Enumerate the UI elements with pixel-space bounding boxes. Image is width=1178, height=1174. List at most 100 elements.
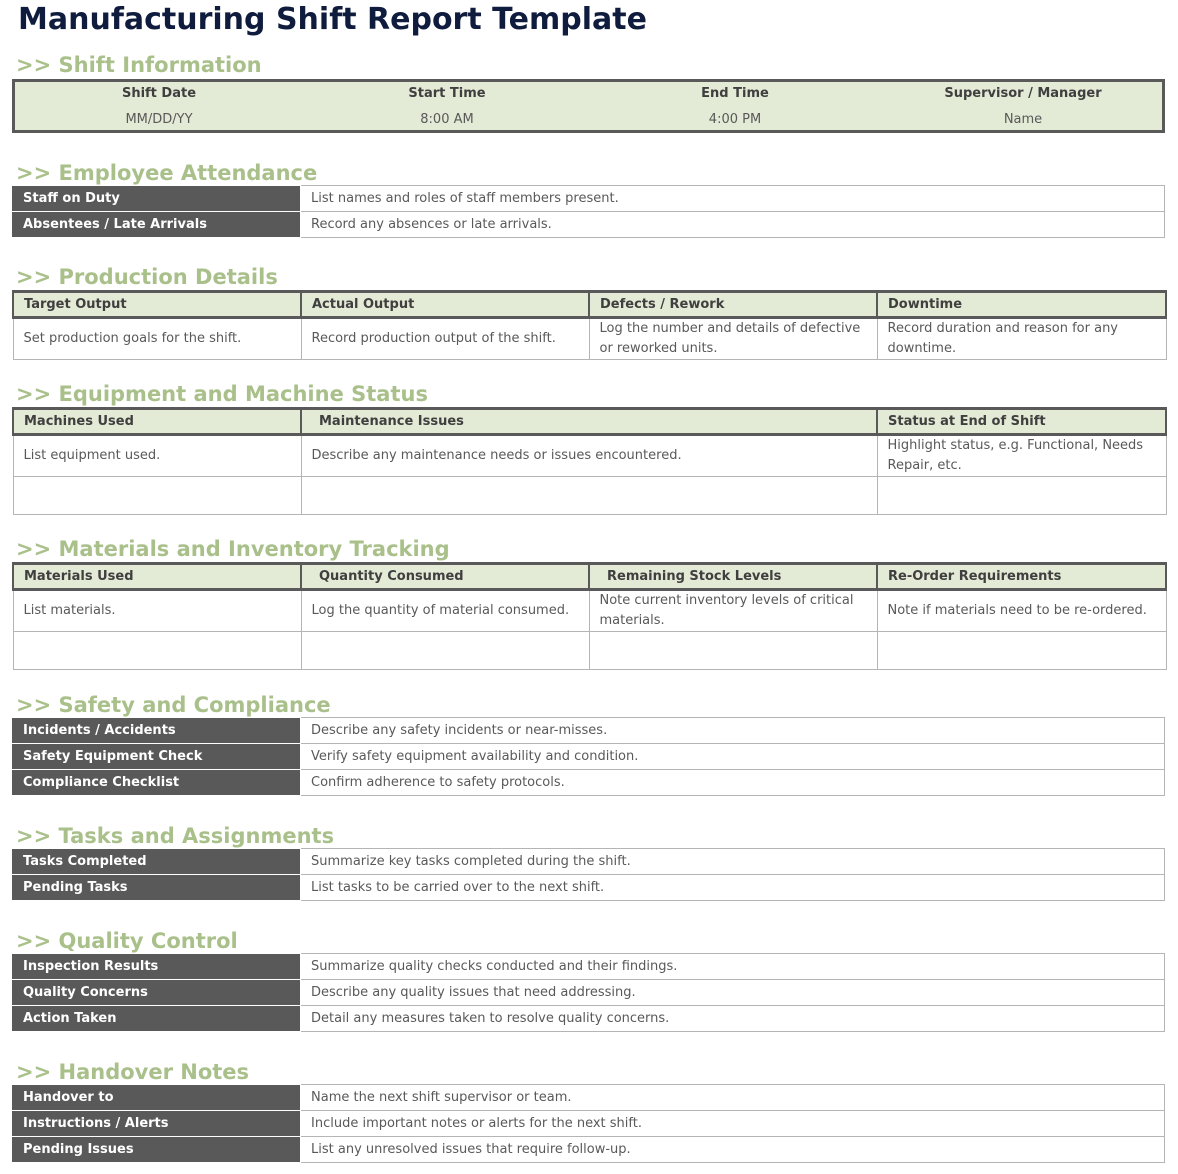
table-cell[interactable]	[588, 631, 878, 670]
row-label: Instructions / Alerts	[12, 1110, 301, 1137]
end-time-value[interactable]: 4:00 PM	[708, 112, 762, 127]
table-cell[interactable]	[12, 476, 302, 515]
table-row: Tasks Completed Summarize key tasks comp…	[12, 848, 1165, 875]
row-value[interactable]: Name the next shift supervisor or team.	[300, 1084, 1165, 1111]
row-label: Tasks Completed	[12, 848, 301, 875]
section-heading-production-details: >> Production Details	[16, 265, 278, 289]
row-value[interactable]: Include important notes or alerts for th…	[300, 1110, 1165, 1137]
table-row: Inspection Results Summarize quality che…	[12, 953, 1165, 980]
column-header: Actual Output	[300, 290, 590, 319]
production-table: Target Output Actual Output Defects / Re…	[12, 290, 1167, 360]
table-row: Pending Issues List any unresolved issue…	[12, 1136, 1165, 1163]
table-row: Set production goals for the shift. Reco…	[12, 317, 1167, 360]
attendance-table: Staff on Duty List names and roles of st…	[12, 185, 1165, 238]
row-label: Handover to	[12, 1084, 301, 1111]
row-label: Pending Tasks	[12, 874, 301, 901]
row-value[interactable]: Verify safety equipment availability and…	[300, 743, 1165, 770]
row-value[interactable]: List names and roles of staff members pr…	[300, 185, 1165, 212]
section-heading-shift-information: >> Shift Information	[16, 53, 262, 77]
tasks-table: Tasks Completed Summarize key tasks comp…	[12, 848, 1165, 901]
table-cell[interactable]: Describe any maintenance needs or issues…	[300, 434, 878, 477]
row-label: Compliance Checklist	[12, 769, 301, 796]
table-header-row: Target Output Actual Output Defects / Re…	[12, 290, 1167, 319]
table-cell[interactable]: Record duration and reason for any downt…	[876, 317, 1167, 360]
table-row	[12, 631, 1167, 670]
section-heading-employee-attendance: >> Employee Attendance	[16, 161, 318, 185]
table-cell[interactable]: Highlight status, e.g. Functional, Needs…	[876, 434, 1167, 477]
shift-date-value[interactable]: MM/DD/YY	[125, 112, 193, 127]
section-heading-materials-inventory: >> Materials and Inventory Tracking	[16, 537, 450, 561]
table-cell[interactable]	[12, 631, 302, 670]
row-label: Incidents / Accidents	[12, 717, 301, 744]
table-cell[interactable]: Log the quantity of material consumed.	[300, 589, 590, 632]
table-row: List equipment used. Describe any mainte…	[12, 434, 1167, 477]
shift-date-label: Shift Date	[121, 86, 197, 101]
start-time-value[interactable]: 8:00 AM	[420, 112, 474, 127]
table-cell[interactable]	[300, 476, 878, 515]
table-header-row: Materials Used Quantity Consumed Remaini…	[12, 562, 1167, 591]
row-value[interactable]: Detail any measures taken to resolve qua…	[300, 1005, 1165, 1032]
row-label: Action Taken	[12, 1005, 301, 1032]
page-title: Manufacturing Shift Report Template	[18, 2, 647, 37]
table-row	[12, 476, 1167, 515]
column-header: Remaining Stock Levels	[588, 562, 878, 591]
table-cell[interactable]: List equipment used.	[12, 434, 302, 477]
table-row: Incidents / Accidents Describe any safet…	[12, 717, 1165, 744]
table-cell[interactable]: Log the number and details of defective …	[588, 317, 878, 360]
table-cell[interactable]: List materials.	[12, 589, 302, 632]
materials-table: Materials Used Quantity Consumed Remaini…	[12, 562, 1167, 670]
row-value[interactable]: Confirm adherence to safety protocols.	[300, 769, 1165, 796]
column-header: Downtime	[876, 290, 1167, 319]
column-header: Target Output	[12, 290, 302, 319]
table-cell[interactable]: Note current inventory levels of critica…	[588, 589, 878, 632]
row-value[interactable]: List any unresolved issues that require …	[300, 1136, 1165, 1163]
row-label: Pending Issues	[12, 1136, 301, 1163]
table-row: Action Taken Detail any measures taken t…	[12, 1005, 1165, 1032]
row-value[interactable]: Describe any safety incidents or near-mi…	[300, 717, 1165, 744]
row-label: Quality Concerns	[12, 979, 301, 1006]
table-cell[interactable]	[876, 476, 1167, 515]
row-label: Absentees / Late Arrivals	[12, 211, 301, 238]
table-cell[interactable]: Set production goals for the shift.	[12, 317, 302, 360]
row-value[interactable]: Record any absences or late arrivals.	[300, 211, 1165, 238]
row-label: Staff on Duty	[12, 185, 301, 212]
table-row: Safety Equipment Check Verify safety equ…	[12, 743, 1165, 770]
table-cell[interactable]: Record production output of the shift.	[300, 317, 590, 360]
column-header: Status at End of Shift	[876, 407, 1167, 436]
column-header: Machines Used	[12, 407, 302, 436]
supervisor-label: Supervisor / Manager	[944, 86, 1102, 101]
column-header: Maintenance Issues	[300, 407, 878, 436]
section-heading-equipment-status: >> Equipment and Machine Status	[16, 382, 428, 406]
section-heading-tasks-assignments: >> Tasks and Assignments	[16, 824, 335, 848]
equipment-table: Machines Used Maintenance Issues Status …	[12, 407, 1167, 515]
handover-table: Handover to Name the next shift supervis…	[12, 1084, 1165, 1163]
row-label: Safety Equipment Check	[12, 743, 301, 770]
table-row: List materials. Log the quantity of mate…	[12, 589, 1167, 632]
safety-table: Incidents / Accidents Describe any safet…	[12, 717, 1165, 796]
column-header: Defects / Rework	[588, 290, 878, 319]
table-cell[interactable]	[876, 631, 1167, 670]
row-label: Inspection Results	[12, 953, 301, 980]
quality-table: Inspection Results Summarize quality che…	[12, 953, 1165, 1032]
table-cell[interactable]	[300, 631, 590, 670]
supervisor-value[interactable]: Name	[1003, 112, 1043, 127]
table-row: Instructions / Alerts Include important …	[12, 1110, 1165, 1137]
row-value[interactable]: Summarize key tasks completed during the…	[300, 848, 1165, 875]
section-heading-handover-notes: >> Handover Notes	[16, 1060, 250, 1084]
section-heading-safety-compliance: >> Safety and Compliance	[16, 693, 331, 717]
section-heading-quality-control: >> Quality Control	[16, 929, 238, 953]
shift-information-panel: Shift Date MM/DD/YY Start Time 8:00 AM E…	[12, 79, 1165, 133]
column-header: Re-Order Requirements	[876, 562, 1167, 591]
row-value[interactable]: Summarize quality checks conducted and t…	[300, 953, 1165, 980]
table-row: Compliance Checklist Confirm adherence t…	[12, 769, 1165, 796]
table-row: Staff on Duty List names and roles of st…	[12, 185, 1165, 212]
table-row: Absentees / Late Arrivals Record any abs…	[12, 211, 1165, 238]
column-header: Materials Used	[12, 562, 302, 591]
start-time-label: Start Time	[408, 86, 486, 101]
table-row: Handover to Name the next shift supervis…	[12, 1084, 1165, 1111]
table-cell[interactable]: Note if materials need to be re-ordered.	[876, 589, 1167, 632]
table-header-row: Machines Used Maintenance Issues Status …	[12, 407, 1167, 436]
row-value[interactable]: List tasks to be carried over to the nex…	[300, 874, 1165, 901]
row-value[interactable]: Describe any quality issues that need ad…	[300, 979, 1165, 1006]
table-row: Pending Tasks List tasks to be carried o…	[12, 874, 1165, 901]
